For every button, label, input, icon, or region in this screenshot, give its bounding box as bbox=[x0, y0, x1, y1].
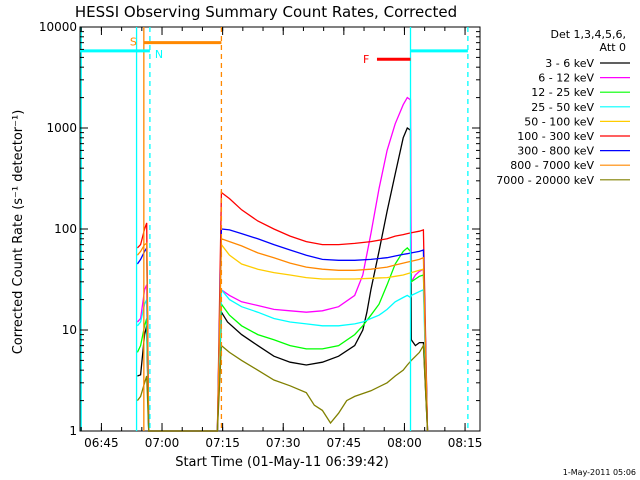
legend-entry-label: 100 - 300 keV bbox=[517, 130, 594, 143]
x-axis: 06:45 07:00 07:15 07:30 07:45 08:00 08:15 bbox=[80, 27, 483, 450]
series-line-3 bbox=[136, 246, 429, 432]
plot-frame bbox=[79, 26, 481, 432]
y-tick-label: 10 bbox=[62, 323, 77, 337]
y-tick-label: 1 bbox=[69, 424, 77, 438]
y-tick-label: 10000 bbox=[39, 20, 77, 34]
y-tick-label: 1000 bbox=[46, 121, 77, 135]
x-tick-label: 07:00 bbox=[145, 436, 180, 450]
legend-entry-label: 7000 - 20000 keV bbox=[496, 174, 594, 187]
legend: Det 1,3,4,5,6, Att 0 3 - 6 keV 6 - 12 keV… bbox=[496, 28, 630, 187]
legend-entry-label: 12 - 25 keV bbox=[531, 86, 594, 99]
footer-timestamp: 1-May-2011 05:06 bbox=[563, 468, 636, 477]
annotation-n-label: N bbox=[155, 48, 163, 61]
legend-entry-label: 6 - 12 keV bbox=[538, 72, 594, 85]
x-tick-label: 07:45 bbox=[327, 436, 362, 450]
marker-layer: S N F bbox=[80, 27, 469, 431]
x-tick-label: 07:30 bbox=[266, 436, 301, 450]
y-tick-label: 100 bbox=[54, 222, 77, 236]
series-layer bbox=[136, 96, 429, 432]
x-tick-label: 07:15 bbox=[205, 436, 240, 450]
legend-header-line-2: Att 0 bbox=[600, 41, 626, 54]
legend-entry-label: 3 - 6 keV bbox=[545, 57, 594, 70]
legend-entry-label: 25 - 50 keV bbox=[531, 101, 594, 114]
y-axis: 1 10 100 1000 10000 bbox=[39, 20, 480, 438]
series-line-8 bbox=[136, 237, 429, 432]
x-axis-label: Start Time (01-May-11 06:39:42) bbox=[175, 455, 389, 470]
series-line-4 bbox=[136, 288, 429, 432]
series-line-7 bbox=[136, 228, 429, 432]
x-tick-label: 08:15 bbox=[448, 436, 483, 450]
legend-entry-label: 800 - 7000 keV bbox=[510, 159, 594, 172]
x-tick-label: 08:00 bbox=[387, 436, 422, 450]
legend-header-line-1: Det 1,3,4,5,6, bbox=[550, 28, 626, 41]
x-tick-label: 06:45 bbox=[84, 436, 119, 450]
legend-entry-label: 300 - 800 keV bbox=[517, 145, 594, 158]
y-axis-label: Corrected Count Rate (s⁻¹ detector⁻¹) bbox=[11, 110, 26, 355]
chart-title: HESSI Observing Summary Count Rates, Cor… bbox=[75, 3, 457, 21]
legend-entry-label: 50 - 100 keV bbox=[524, 115, 594, 128]
plot-area bbox=[79, 26, 481, 432]
series-line-2 bbox=[136, 96, 429, 432]
annotation-s-label: S bbox=[130, 36, 137, 49]
series-line-5 bbox=[216, 242, 429, 432]
annotation-f-label: F bbox=[363, 53, 369, 66]
series-line-1 bbox=[137, 127, 429, 432]
series-line-9 bbox=[136, 343, 429, 432]
